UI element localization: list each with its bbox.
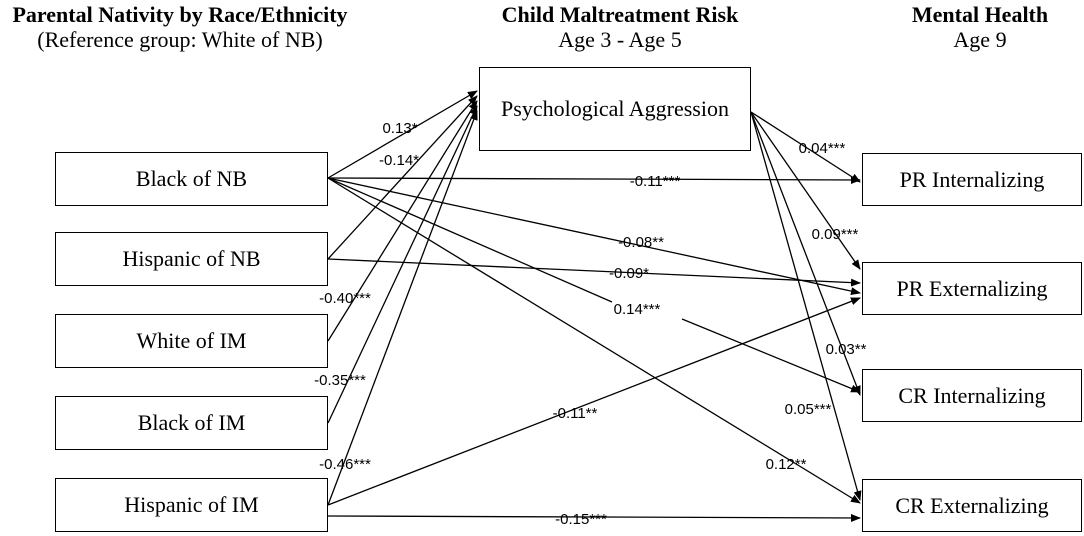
coefficient-black-of-nb-to-cr-externalizing: 0.12** — [766, 456, 807, 473]
arrow-hispanic-of-nb-to-pr-externalizing — [327, 258, 861, 287]
coefficient-psychological-aggression-to-cr-internalizing: 0.03** — [826, 341, 867, 358]
node-hispanic-of-nb: Hispanic of NB — [55, 232, 328, 286]
arrow-psychological-aggression-to-cr-internalizing — [750, 111, 861, 396]
header-outcomes-title: Mental Health — [911, 2, 1049, 27]
header-mediator-title: Child Maltreatment Risk — [501, 2, 739, 27]
coefficient-psychological-aggression-to-cr-externalizing: 0.05*** — [785, 401, 832, 418]
arrow-white-of-im-to-psychological-aggression — [327, 100, 478, 342]
arrow-black-of-nb-to-pr-externalizing — [327, 177, 861, 296]
node-hispanic-of-im: Hispanic of IM — [55, 478, 328, 532]
node-black-of-nb: Black of NB — [55, 152, 328, 206]
header-predictors-subtitle: (Reference group: White of NB) — [37, 27, 323, 52]
arrow-hispanic-of-im-to-psychological-aggression — [327, 110, 478, 506]
arrow-black-of-nb-to-cr-externalizing — [327, 177, 861, 504]
coefficient-black-of-nb-to-cr-internalizing: 0.14*** — [614, 301, 661, 318]
coefficient-white-of-im-to-psychological-aggression: -0.40*** — [319, 290, 371, 307]
coefficient-hispanic-of-im-to-cr-externalizing: -0.15*** — [555, 511, 607, 528]
node-pr-internalizing: PR Internalizing — [862, 153, 1082, 206]
arrow-psychological-aggression-to-cr-externalizing — [750, 111, 862, 501]
coefficient-black-of-nb-to-psychological-aggression: 0.13* — [382, 120, 417, 137]
arrow-psychological-aggression-to-pr-externalizing — [750, 111, 861, 270]
header-mediator-subtitle: Age 3 - Age 5 — [558, 27, 682, 52]
coefficient-hispanic-of-im-to-psychological-aggression: -0.46*** — [319, 456, 371, 473]
arrow-black-of-nb-to-psychological-aggression — [327, 90, 478, 179]
node-white-of-im: White of IM — [55, 314, 328, 368]
arrow-psychological-aggression-to-pr-internalizing — [750, 111, 861, 183]
arrow-hispanic-of-nb-to-psychological-aggression — [327, 95, 478, 260]
node-pr-externalizing: PR Externalizing — [862, 262, 1082, 315]
header-outcomes-subtitle: Age 9 — [953, 27, 1007, 52]
arrow-black-of-im-to-psychological-aggression — [327, 105, 478, 424]
node-cr-internalizing: CR Internalizing — [862, 369, 1082, 422]
node-black-of-im: Black of IM — [55, 396, 328, 450]
coefficient-psychological-aggression-to-pr-externalizing: 0.09*** — [812, 226, 859, 243]
coefficient-black-of-im-to-psychological-aggression: -0.35*** — [314, 372, 366, 389]
header-outcomes: Mental Health Age 9 — [880, 2, 1080, 52]
coefficient-psychological-aggression-to-pr-internalizing: 0.04*** — [799, 140, 846, 157]
node-cr-externalizing: CR Externalizing — [862, 479, 1082, 532]
arrow-hispanic-of-im-to-cr-externalizing — [327, 513, 861, 522]
coefficient-black-of-nb-to-pr-internalizing: -0.11*** — [630, 173, 681, 190]
header-mediator: Child Maltreatment Risk Age 3 - Age 5 — [455, 2, 785, 52]
coefficient-hispanic-of-nb-to-psychological-aggression: -0.14* — [379, 152, 419, 169]
coefficient-black-of-nb-to-pr-externalizing: -0.08** — [618, 234, 664, 251]
arrow-black-of-nb-to-cr-internalizing — [327, 177, 860, 392]
coefficient-hispanic-of-im-to-pr-externalizing: -0.11** — [553, 405, 598, 422]
arrow-hispanic-of-im-to-pr-externalizing — [327, 297, 861, 506]
header-predictors: Parental Nativity by Race/Ethnicity (Ref… — [0, 2, 360, 52]
header-predictors-title: Parental Nativity by Race/Ethnicity — [12, 2, 348, 27]
node-psychological-aggression: Psychological Aggression — [479, 67, 751, 151]
arrow-black-of-nb-to-pr-internalizing — [327, 175, 861, 184]
coefficient-hispanic-of-nb-to-pr-externalizing: -0.09* — [609, 265, 649, 282]
